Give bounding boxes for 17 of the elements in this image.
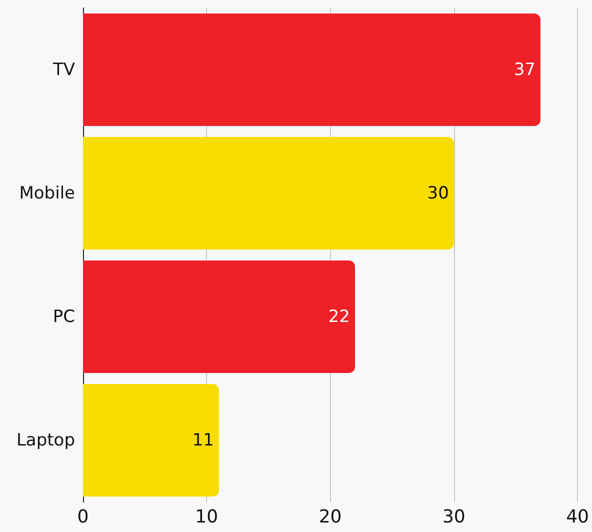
y-tick-label: TV bbox=[52, 60, 76, 80]
data-label: 30 bbox=[427, 183, 449, 204]
data-label: 37 bbox=[514, 60, 536, 80]
x-tick-label: 0 bbox=[77, 506, 89, 528]
bar bbox=[83, 384, 219, 496]
data-label: 22 bbox=[328, 306, 350, 327]
y-tick-label: Laptop bbox=[16, 430, 75, 450]
x-tick-label: 30 bbox=[442, 506, 466, 528]
x-tick-label: 40 bbox=[566, 506, 589, 528]
y-tick-label: PC bbox=[52, 306, 75, 327]
x-tick-label: 10 bbox=[195, 506, 218, 528]
y-tick-label: Mobile bbox=[19, 183, 75, 204]
bar bbox=[83, 137, 454, 250]
data-label: 11 bbox=[192, 430, 214, 450]
x-tick-label: 20 bbox=[318, 506, 342, 528]
bar bbox=[83, 14, 540, 126]
bar bbox=[83, 260, 355, 373]
